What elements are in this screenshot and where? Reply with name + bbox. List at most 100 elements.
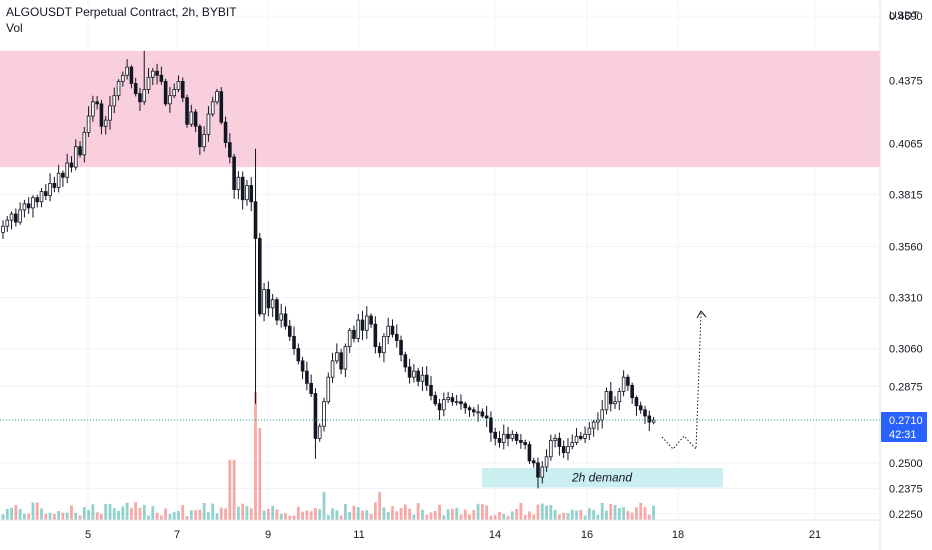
candle-down [561, 446, 566, 454]
candle-down [647, 415, 652, 423]
candle-up [112, 95, 117, 107]
time-axis-label: 18 [672, 529, 684, 541]
volume-bar [241, 503, 245, 520]
volume-bar [382, 507, 386, 520]
candle-down [185, 97, 189, 125]
candle-down [403, 354, 408, 368]
candle-down [630, 384, 634, 398]
candle-down [536, 462, 540, 478]
volume-bar [147, 515, 150, 520]
candle-up [150, 70, 155, 78]
volume-bar [348, 512, 352, 520]
candle-up [103, 119, 108, 127]
candle-down [99, 103, 104, 127]
volume-bar [18, 509, 22, 520]
volume-bar [87, 509, 90, 520]
candle-down [407, 366, 412, 378]
time-axis-labels: 5 7 9 11 14 16 18 21 [85, 529, 821, 541]
volume-bar [271, 505, 275, 520]
volume-bar [151, 506, 155, 520]
volume-bar [159, 515, 163, 520]
candle-down [78, 146, 82, 156]
candle-up [317, 425, 322, 439]
candle-down [352, 329, 356, 339]
price-axis-label: 0.4690 [889, 11, 923, 23]
volume-bar [545, 505, 548, 520]
volume-bar [399, 508, 403, 520]
volume-bar [451, 508, 454, 520]
bar-countdown: 42:31 [889, 429, 917, 441]
volume-bar [583, 515, 587, 520]
volume-bar [232, 460, 236, 520]
candle-down [223, 121, 228, 143]
candle-down [159, 74, 164, 82]
candle-down [232, 156, 236, 190]
volume-bar [532, 514, 536, 520]
volume-bar [442, 515, 446, 520]
candle-down [35, 197, 40, 203]
volume-bar [391, 506, 394, 520]
time-axis-label: 5 [85, 529, 91, 541]
volume-bar [74, 512, 78, 520]
time-axis-label: 21 [809, 529, 821, 541]
candle-up [330, 360, 335, 378]
candle-up [574, 435, 579, 443]
candle-up [65, 162, 70, 178]
volume-bar [549, 505, 553, 520]
candle-up [326, 376, 331, 403]
volume-bar [459, 514, 463, 520]
volume-bar [395, 511, 399, 520]
volume-bar [309, 511, 313, 520]
volume-legend[interactable]: Vol [6, 21, 23, 35]
volume-bar [579, 509, 583, 520]
price-axis-unit: USDT [889, 10, 919, 22]
volume-bar [10, 507, 13, 520]
demand-zone-label: 2h demand [571, 471, 632, 485]
volume-bar [181, 504, 185, 520]
candle-up [347, 329, 352, 347]
volume-bar [134, 502, 138, 520]
volume-bar [485, 505, 489, 520]
candle-down [643, 409, 647, 417]
projection-path [661, 312, 702, 451]
volume-bar [112, 508, 116, 520]
arrow-stroke-left [696, 310, 702, 319]
candle-down [287, 325, 292, 337]
volume-bar [536, 504, 540, 520]
volume-bar [455, 507, 459, 520]
candle-up [262, 289, 266, 315]
volume-bar [138, 507, 142, 520]
candle-up [116, 81, 121, 97]
time-axis-label: 11 [353, 529, 364, 541]
volume-bar [373, 502, 377, 520]
candle-down [638, 405, 643, 411]
candle-down [309, 382, 313, 394]
volume-bar [515, 509, 518, 520]
volume-bar [562, 512, 566, 520]
candle-up [386, 325, 390, 337]
volume-bar [1, 514, 5, 520]
candle-up [587, 427, 592, 435]
candle-up [86, 115, 91, 133]
candle-down [14, 213, 18, 223]
candle-up [168, 95, 172, 105]
price-axis-label: 0.4065 [889, 139, 923, 151]
candle-up [570, 442, 575, 447]
volume-bar [44, 513, 48, 520]
candle-down [240, 176, 245, 201]
volume-bar [356, 507, 360, 520]
candle-up [510, 433, 515, 439]
volume-bar [553, 509, 557, 520]
symbol-title[interactable]: ALGOUSDT Perpetual Contract, 2h, BYBIT [6, 5, 237, 19]
volume-bar [587, 508, 591, 520]
volume-bar [314, 508, 317, 520]
volume-bar [592, 509, 596, 520]
price-axis-background[interactable] [880, 0, 932, 550]
volume-bar [48, 512, 52, 520]
candle-up [146, 76, 151, 90]
candle-up [412, 370, 416, 378]
volume-bar [288, 515, 292, 520]
candle-up [270, 299, 275, 309]
candle-down [626, 376, 630, 386]
